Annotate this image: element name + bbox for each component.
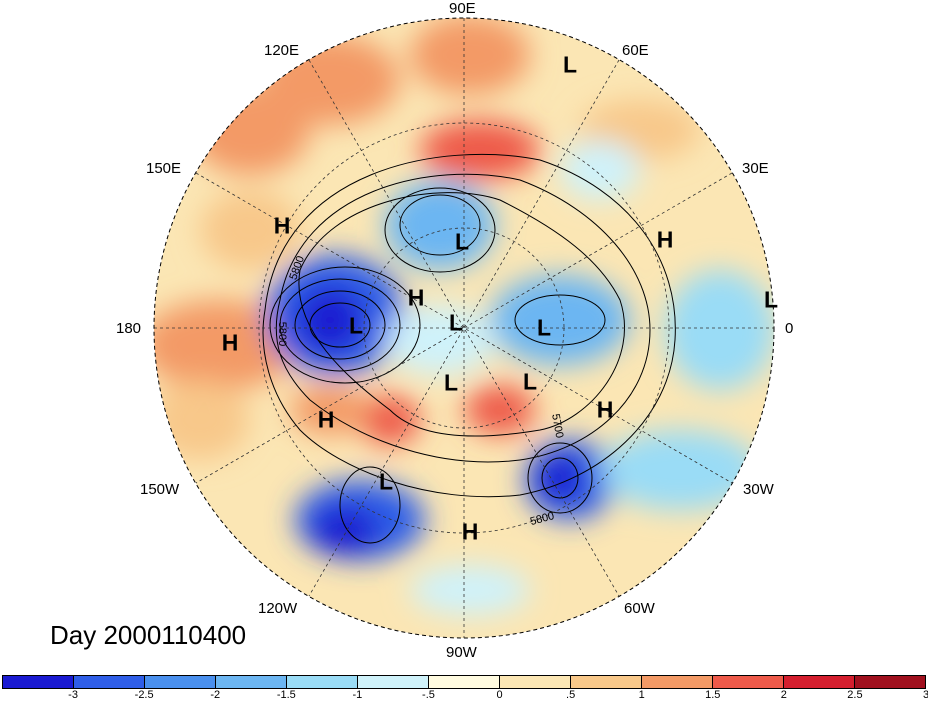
colorbar-tick-label: 1 xyxy=(638,689,645,701)
pressure-marker: L xyxy=(448,309,464,336)
lon-label-180: 180 xyxy=(116,320,142,337)
lon-label-120e: 120E xyxy=(264,42,300,59)
colorbar-tick-label: -2.5 xyxy=(134,689,154,701)
lon-label-90e: 90E xyxy=(449,0,476,17)
lon-label-0: 0 xyxy=(785,320,794,337)
pressure-marker: H xyxy=(221,329,239,356)
graticule xyxy=(154,18,774,638)
lon-label-150w: 150W xyxy=(140,481,180,498)
colorbar-tick-label: .5 xyxy=(566,689,576,701)
colorbar-tick-label: 1.5 xyxy=(705,689,721,701)
lon-label-90w: 90W xyxy=(446,644,477,661)
lon-label-150e: 150E xyxy=(146,160,182,177)
pressure-marker: L xyxy=(348,312,364,339)
pressure-marker: L xyxy=(443,369,459,396)
colorbar-swatch xyxy=(570,676,641,688)
colorbar-swatch xyxy=(144,676,215,688)
contour-label: 5800 xyxy=(276,321,289,347)
colorbar-swatch xyxy=(215,676,286,688)
pressure-marker: H xyxy=(317,406,335,433)
colorbar-tick-label: 3 xyxy=(922,689,928,701)
pressure-marker: L xyxy=(763,286,779,313)
colorbar-swatch xyxy=(3,676,73,688)
colorbar-tick-label: -1.5 xyxy=(276,689,296,701)
pressure-marker: H xyxy=(596,396,614,423)
pressure-marker: L xyxy=(378,468,394,495)
pressure-marker: L xyxy=(562,51,578,78)
map-title: Day 2000110400 xyxy=(50,620,247,650)
lon-label-120w: 120W xyxy=(258,600,298,617)
pressure-marker: H xyxy=(656,226,674,253)
pressure-marker: H xyxy=(407,284,425,311)
colorbar-swatch xyxy=(783,676,854,688)
colorbar-swatch xyxy=(854,676,925,688)
height-contours xyxy=(262,153,676,544)
pressure-marker: L xyxy=(454,228,470,255)
colorbar-swatch xyxy=(286,676,357,688)
colorbar-tick-label: -3 xyxy=(68,689,78,701)
colorbar-tick-label: 2.5 xyxy=(847,689,863,701)
colorbar-tick-label: 2 xyxy=(780,689,787,701)
colorbar-swatch xyxy=(73,676,144,688)
pressure-marker: H xyxy=(273,212,291,239)
lon-label-30w: 30W xyxy=(743,481,774,498)
lon-label-60e: 60E xyxy=(622,42,649,59)
map-boundary xyxy=(153,17,775,639)
colorbar-swatch xyxy=(357,676,428,688)
lon-label-60w: 60W xyxy=(624,600,655,617)
pressure-marker: L xyxy=(536,314,552,341)
colorbar-tick-label: 0 xyxy=(496,689,503,701)
lon-label-30e: 30E xyxy=(742,160,769,177)
colorbar-swatch xyxy=(499,676,570,688)
colorbar xyxy=(2,675,926,689)
colorbar-swatch xyxy=(712,676,783,688)
pressure-marker: H xyxy=(461,518,479,545)
pressure-marker: L xyxy=(522,368,538,395)
colorbar-swatch xyxy=(641,676,712,688)
colorbar-tick-label: -.5 xyxy=(422,689,435,701)
colorbar-swatch xyxy=(428,676,499,688)
colorbar-tick-label: -2 xyxy=(210,689,221,701)
colorbar-tick-label: -1 xyxy=(352,689,363,701)
